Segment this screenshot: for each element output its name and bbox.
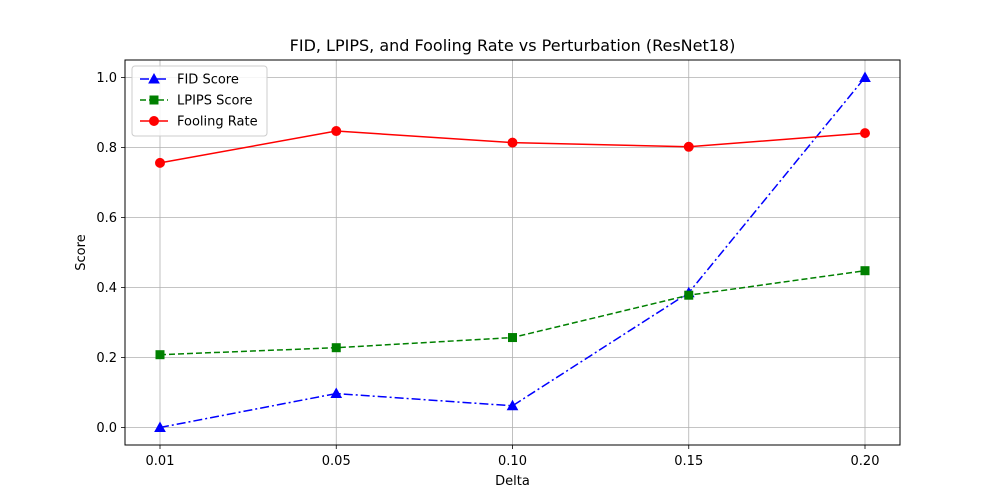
legend-marker	[149, 95, 159, 105]
data-point	[684, 290, 694, 300]
y-tick-label: 0.0	[96, 421, 117, 436]
legend-label: FID Score	[177, 73, 239, 88]
data-point	[155, 157, 165, 168]
data-point	[154, 421, 166, 432]
series-line	[159, 77, 866, 429]
data-point	[155, 350, 165, 360]
series-circle	[155, 126, 870, 168]
legend-label: Fooling Rate	[177, 115, 258, 130]
x-tick-label: 0.20	[851, 454, 880, 469]
x-axis-label: Delta	[495, 474, 530, 489]
x-tick-label: 0.01	[146, 454, 175, 469]
legend: FID Score LPIPS Score Fooling Rate	[131, 65, 268, 137]
series-square	[155, 266, 870, 360]
ticks-layer: 0.01 0.05 0.10 0.15 0.20 0.0 0.2 0.4 0.6 0.8 1.0	[96, 71, 879, 469]
legend-item: LPIPS Score	[140, 94, 253, 109]
legend-marker	[148, 72, 160, 84]
y-tick-label: 0.4	[96, 281, 117, 296]
data-point	[507, 137, 518, 148]
data-point	[860, 266, 870, 276]
data-point	[331, 126, 342, 137]
x-tick-label: 0.15	[674, 454, 703, 469]
data-point	[683, 141, 694, 152]
data-point	[330, 387, 343, 399]
legend-item: FID Score	[140, 73, 239, 88]
chart-title: FID, LPIPS, and Fooling Rate vs Perturba…	[290, 36, 736, 55]
data-point	[331, 343, 341, 353]
legend-box	[131, 65, 268, 137]
y-tick-label: 0.8	[96, 141, 117, 156]
legend-marker	[149, 116, 159, 126]
y-axis-label: Score	[74, 234, 89, 270]
data-point	[508, 333, 517, 343]
legend-item: Fooling Rate	[140, 115, 258, 130]
data-point	[506, 399, 519, 411]
legend-label: LPIPS Score	[177, 94, 253, 109]
data-point	[860, 128, 870, 139]
x-tick-label: 0.10	[498, 454, 527, 469]
y-tick-label: 0.2	[96, 351, 117, 366]
y-tick-label: 0.6	[96, 211, 117, 226]
series-layer	[154, 71, 871, 432]
y-tick-label: 1.0	[96, 71, 117, 86]
x-tick-label: 0.05	[322, 454, 351, 469]
data-point	[859, 71, 871, 82]
